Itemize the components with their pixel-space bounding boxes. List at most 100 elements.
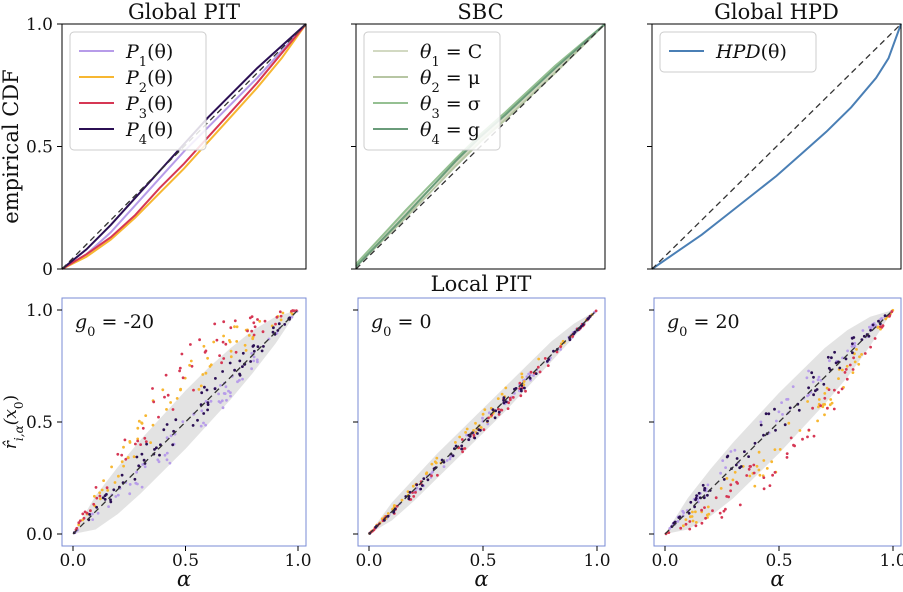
local-pit-g20-point <box>676 520 680 523</box>
local-pit-g0-point <box>511 396 515 399</box>
local-pit-g-20-point <box>124 457 128 461</box>
local-pit-g0-point <box>415 486 419 490</box>
local-pit-g0-point <box>504 400 508 404</box>
local-pit-g-20-point <box>126 456 130 459</box>
local-pit-g-20-point <box>229 394 232 398</box>
local-pit-g-20-point <box>81 512 85 516</box>
local-pit-g-20-point <box>175 397 179 400</box>
local-pit-g-20-point <box>252 349 256 353</box>
local-pit-g0-point <box>534 372 538 375</box>
local-pit-g-20-point <box>281 311 285 315</box>
ylabel-arg-sub: 0 <box>12 401 26 409</box>
local-pit-g-20-point <box>253 325 257 329</box>
local-pit-g-20-point <box>82 516 86 520</box>
local-pit-g-20-point <box>277 322 281 326</box>
local-pit-g-20-point <box>133 477 137 481</box>
global-hpd-title: Global HPD <box>714 0 839 24</box>
local-pit-g-20-point <box>200 409 204 413</box>
local-pit-g0-xlabel: α <box>474 567 488 591</box>
local-pit-g20-point <box>815 388 819 391</box>
local-pit-g20-point <box>725 455 729 459</box>
local-pit-g20-point <box>828 359 831 363</box>
global-pit-legend-label: P2(θ) <box>125 67 173 96</box>
local-pit-g-20-point <box>141 463 145 466</box>
local-pit-g0-point <box>421 484 424 487</box>
local-pit-g0-point <box>552 349 555 353</box>
local-pit-g-20-point <box>241 351 245 355</box>
annotation-eq: = <box>391 311 419 333</box>
local-pit-g-20-point <box>157 415 160 419</box>
local-pit-g-20-point <box>94 486 98 489</box>
local-pit-g-20-point <box>149 441 153 444</box>
local-pit-g20-point <box>762 476 766 479</box>
local-pit-g0-point <box>559 348 562 351</box>
local-pit-g-20-point <box>202 344 206 348</box>
local-pit-g-20-point <box>189 343 192 346</box>
local-pit-g-20-point <box>128 483 132 486</box>
local-pit-g-20-point <box>96 511 100 515</box>
local-pit-g20-point <box>853 341 857 345</box>
local-pit-g20-point <box>805 376 809 380</box>
local-pit-g-20-point <box>165 458 169 462</box>
global-pit-ytick-label: 0.5 <box>26 138 53 158</box>
local-pit-g0-point <box>424 472 428 476</box>
local-pit-g-20-point <box>171 408 175 411</box>
local-pit-g0-point <box>546 364 550 367</box>
ylabel-main: r̂ <box>1 440 21 449</box>
local-pit-g20-point <box>705 513 709 517</box>
local-pit-g-20-point <box>202 421 205 425</box>
local-pit-g-20-point <box>113 481 117 484</box>
local-pit-g20-point <box>729 450 733 453</box>
local-pit-g0-point <box>476 432 479 435</box>
local-pit-g0-point <box>460 444 464 448</box>
local-pit-g20-point <box>823 396 827 400</box>
local-pit-g-20-point <box>166 393 170 397</box>
panel-local-pit-g-20: 0.00.51.00.0 0.5 1.0αr̂i,α(x0)g0 = -20 <box>1 297 312 591</box>
local-pit-g-20-point <box>279 318 283 322</box>
local-pit-g20-point <box>747 455 750 458</box>
local-pit-g0-point <box>497 413 501 416</box>
local-pit-g20-point <box>773 448 777 451</box>
local-pit-g20-point <box>733 448 737 452</box>
local-pit-g0-point <box>449 455 452 459</box>
local-pit-g-20-point <box>134 442 137 446</box>
local-pit-g-20-point <box>261 330 265 334</box>
local-pit-g0-point <box>555 350 559 354</box>
local-pit-g20-point <box>778 448 782 451</box>
local-pit-g0-point <box>465 433 469 437</box>
local-pit-g-20-point <box>221 370 225 373</box>
local-pit-g0-point <box>435 456 439 460</box>
local-pit-g-20-point <box>116 452 120 456</box>
global-pit-legend-label: P3(θ) <box>125 93 173 122</box>
local-pit-g0-point <box>487 416 490 420</box>
local-pit-g-20-point <box>181 420 185 423</box>
annotation-sub: 0 <box>87 325 95 340</box>
local-pit-g20-point <box>785 456 789 459</box>
local-pit-g-20-point <box>252 359 256 363</box>
local-pit-g-20-annotation: g0 = -20 <box>75 311 154 340</box>
global-pit-legend-label-arg: (θ) <box>147 119 173 141</box>
local-pit-g0-point <box>523 386 526 390</box>
local-pit-g0-point <box>594 309 598 313</box>
local-pit-g20-point <box>694 498 697 502</box>
local-pit-g20-point <box>684 522 688 526</box>
local-pit-g20-point <box>733 470 737 474</box>
local-pit-g0-point <box>426 478 430 482</box>
local-pit-g20-point <box>857 362 861 366</box>
local-pit-g20-point <box>725 477 729 480</box>
local-pit-g20-point <box>850 345 854 348</box>
local-pit-g-20-point <box>199 384 203 388</box>
local-pit-g-20-point <box>224 342 228 346</box>
local-pit-g20-confidence-band <box>665 310 893 534</box>
annotation-eq: = <box>687 311 715 333</box>
local-pit-g-20-point <box>174 418 178 422</box>
local-pit-g-20-point <box>158 453 161 457</box>
local-pit-g-20-point <box>292 309 296 313</box>
local-pit-g20-point <box>755 464 759 468</box>
local-pit-g20-point <box>758 473 762 477</box>
panel-global-hpd: Global HPD HPD(θ) <box>647 0 902 270</box>
local-pit-g-20-point <box>213 387 217 391</box>
local-pit-g0-point <box>507 401 510 405</box>
local-pit-g0-point <box>482 428 486 432</box>
local-pit-g-20-point <box>145 442 149 446</box>
